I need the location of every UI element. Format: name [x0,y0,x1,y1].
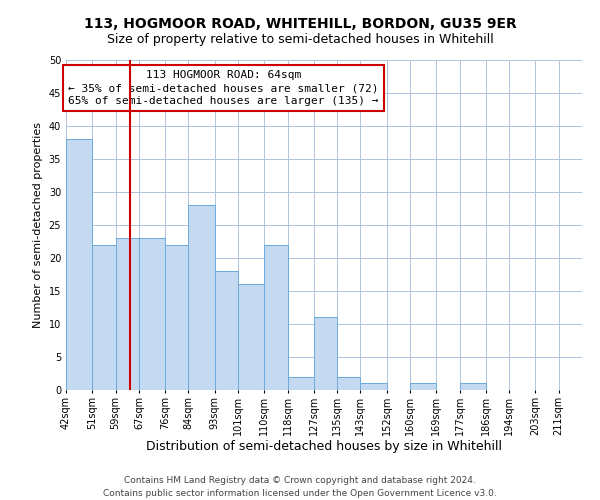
Bar [165,245,188,390]
Bar [139,238,165,390]
Bar [92,245,116,390]
X-axis label: Distribution of semi-detached houses by size in Whitehill: Distribution of semi-detached houses by … [146,440,502,454]
Bar [188,205,215,390]
Bar [410,384,436,390]
Bar [116,238,139,390]
Bar [361,384,386,390]
Bar [238,284,264,390]
Text: Size of property relative to semi-detached houses in Whitehill: Size of property relative to semi-detach… [107,32,493,46]
Bar [66,139,92,390]
Text: 113, HOGMOOR ROAD, WHITEHILL, BORDON, GU35 9ER: 113, HOGMOOR ROAD, WHITEHILL, BORDON, GU… [83,18,517,32]
Text: Contains HM Land Registry data © Crown copyright and database right 2024.
Contai: Contains HM Land Registry data © Crown c… [103,476,497,498]
Bar [287,377,314,390]
Bar [215,271,238,390]
Bar [337,377,361,390]
Bar [314,318,337,390]
Bar [264,245,287,390]
Bar [460,384,486,390]
Y-axis label: Number of semi-detached properties: Number of semi-detached properties [33,122,43,328]
Text: 113 HOGMOOR ROAD: 64sqm
← 35% of semi-detached houses are smaller (72)
65% of se: 113 HOGMOOR ROAD: 64sqm ← 35% of semi-de… [68,70,379,106]
